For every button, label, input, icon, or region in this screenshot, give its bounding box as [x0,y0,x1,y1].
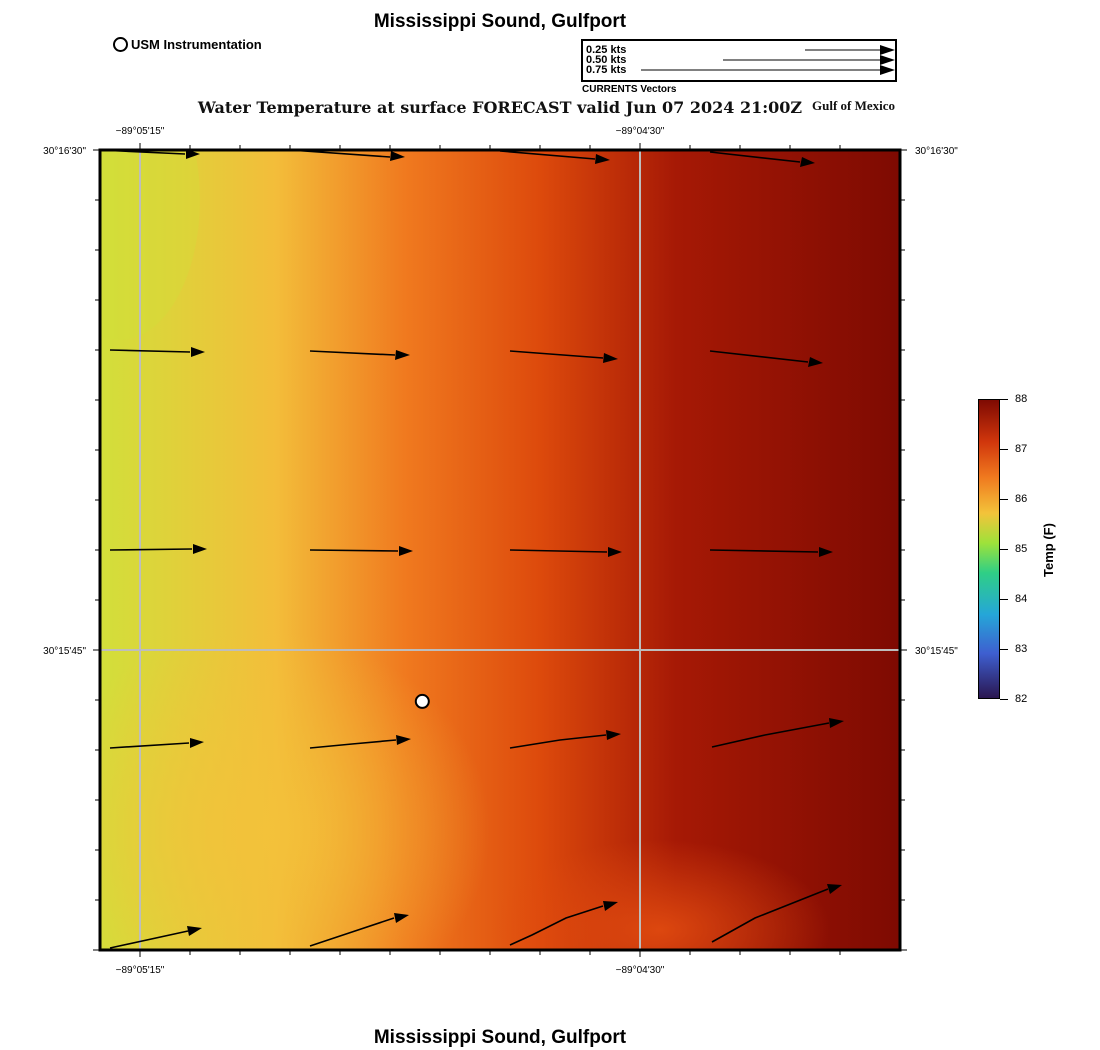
lon-tick-label-bottom-1: −89°05'15" [116,965,165,976]
vector-key-arrows [641,45,895,75]
colorbar-tick [1000,599,1008,600]
current-vector [309,739,397,749]
current-vector [709,549,819,553]
vector-key-050: 0.50 kts [586,54,627,66]
station-legend: USM Instrumentation [113,37,262,52]
current-vector [100,150,186,155]
lat-tick-label-left-2: 30°15'45" [43,646,86,657]
current-vector [309,350,396,356]
vector-caption: CURRENTS Vectors [582,84,677,95]
current-vector [309,549,399,552]
colorbar-label-84: 84 [1015,593,1028,605]
current-vectors [100,150,830,949]
colorbar-tick [1000,499,1008,500]
frame-ticks [93,143,907,957]
colorbar-tick [1000,549,1008,550]
usm-station-marker[interactable] [414,693,430,709]
lat-tick-label-right-1: 30°16'30" [915,146,958,157]
colorbar-label-83: 83 [1015,643,1028,655]
current-vector [509,350,604,359]
current-vector [289,150,391,158]
lat-tick-label-right-2: 30°15'45" [915,646,958,657]
map-title: Mississippi Sound, Gulfport [373,11,627,32]
current-vector-heads [186,150,844,936]
station-marker-icon [113,37,128,52]
current-vector [509,905,604,946]
region-label: Gulf of Mexico [812,98,896,113]
lon-tick-label-top-2: −89°04'30" [616,126,665,137]
colorbar-label-86: 86 [1015,493,1028,505]
lon-tick-label-bottom-2: −89°04'30" [616,965,665,976]
current-vector [109,349,191,353]
current-vector [509,549,608,553]
colorbar-label-82: 82 [1015,693,1028,705]
current-vector [509,734,607,749]
colorbar-tick [1000,449,1008,450]
colorbar-label-87: 87 [1015,443,1028,455]
lon-tick-label-top-1: −89°05'15" [116,126,165,137]
colorbar-tick [1000,399,1008,400]
colorbar-tick [1000,649,1008,650]
current-vector [711,888,829,943]
map-subtitle: Water Temperature at surface FORECAST va… [197,98,803,117]
colorbar [978,399,1000,699]
current-vector [711,722,830,748]
lat-tick-label-left-1: 30°16'30" [43,146,86,157]
vector-key-025: 0.25 kts [586,44,627,56]
colorbar-label-88: 88 [1015,393,1028,405]
station-legend-label: USM Instrumentation [131,37,262,52]
current-vector [109,742,190,749]
vector-key-075: 0.75 kts [586,64,627,76]
current-vector [109,930,189,949]
colorbar-tick [1000,699,1008,700]
current-vector [499,150,596,160]
temperature-field [100,150,900,950]
colorbar-title: Temp (F) [1041,523,1056,577]
current-vector-key: 0.25 kts 0.50 kts 0.75 kts [581,39,897,82]
current-vector [109,548,193,551]
current-vector [709,350,809,363]
footer-title: Mississippi Sound, Gulfport [373,1027,627,1048]
colorbar-label-85: 85 [1015,543,1028,555]
current-vector [709,151,801,163]
current-vector [309,917,395,947]
